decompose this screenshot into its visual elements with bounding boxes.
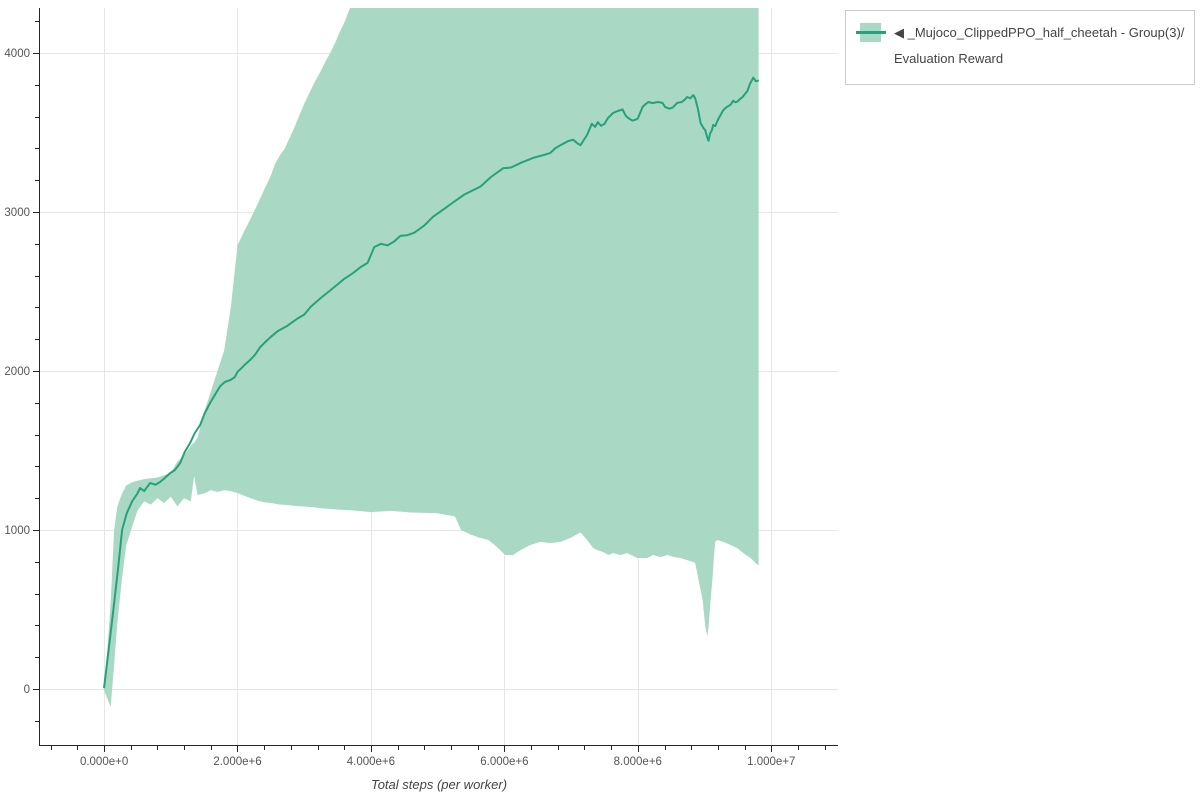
plot-area[interactable] bbox=[40, 8, 838, 745]
series-band bbox=[104, 8, 759, 707]
x-tick-label: 8.000e+6 bbox=[614, 756, 662, 768]
y-tick-label: 3000 bbox=[4, 207, 30, 219]
x-axis-title: Total steps (per worker) bbox=[371, 777, 507, 792]
legend-label: ◀ _Mujoco_ClippedPPO_half_cheetah - Grou… bbox=[894, 25, 1185, 66]
x-tick-label: 0.000e+0 bbox=[80, 756, 128, 768]
series-line bbox=[103, 76, 759, 689]
y-tick-label: 4000 bbox=[4, 48, 30, 60]
legend-line-sample-icon bbox=[856, 31, 886, 34]
legend: ◀ _Mujoco_ClippedPPO_half_cheetah - Grou… bbox=[845, 10, 1195, 85]
y-tick-label: 0 bbox=[24, 684, 30, 696]
x-tick-label: 4.000e+6 bbox=[347, 756, 395, 768]
y-tick-label: 1000 bbox=[4, 525, 30, 537]
x-tick-label: 6.000e+6 bbox=[480, 756, 528, 768]
x-tick-label: 2.000e+6 bbox=[213, 756, 261, 768]
legend-item[interactable]: ◀ _Mujoco_ClippedPPO_half_cheetah - Grou… bbox=[856, 20, 1186, 72]
y-tick-label: 2000 bbox=[4, 366, 30, 378]
x-tick-label: 1.000e+7 bbox=[747, 756, 795, 768]
legend-swatch-icon bbox=[856, 23, 886, 43]
